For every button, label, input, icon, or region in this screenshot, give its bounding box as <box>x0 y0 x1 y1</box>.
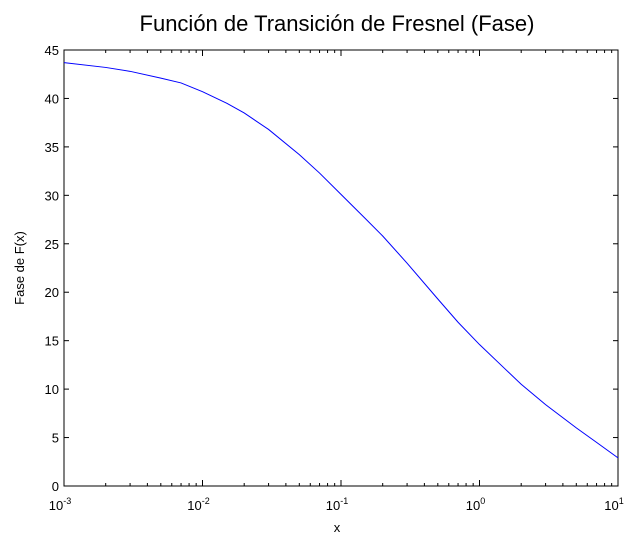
x-tick-label: 10-1 <box>326 496 348 513</box>
series-line <box>63 62 619 459</box>
y-tick-label: 5 <box>52 431 59 446</box>
y-tick-label: 10 <box>45 382 59 397</box>
y-tick-label: 45 <box>45 43 59 58</box>
x-tick-label: 10-3 <box>49 496 71 513</box>
y-tick-label: 15 <box>45 334 59 349</box>
plot-area <box>63 49 619 487</box>
y-axis-label: Fase de F(x) <box>12 231 27 305</box>
chart-title: Función de Transición de Fresnel (Fase) <box>140 11 535 36</box>
y-tick-label: 40 <box>45 91 59 106</box>
x-tick-label: 100 <box>466 496 485 513</box>
y-axis-ticks: 0 5 10 15 20 25 30 35 40 45 <box>45 43 618 494</box>
y-tick-label: 0 <box>52 479 59 494</box>
x-tick-label: 101 <box>604 496 623 513</box>
y-tick-label: 25 <box>45 237 59 252</box>
y-tick-label: 35 <box>45 140 59 155</box>
x-tick-label: 10-2 <box>187 496 209 513</box>
y-tick-label: 30 <box>45 188 59 203</box>
series-layer <box>63 62 619 459</box>
y-tick-label: 20 <box>45 285 59 300</box>
x-axis-label: x <box>334 520 341 535</box>
